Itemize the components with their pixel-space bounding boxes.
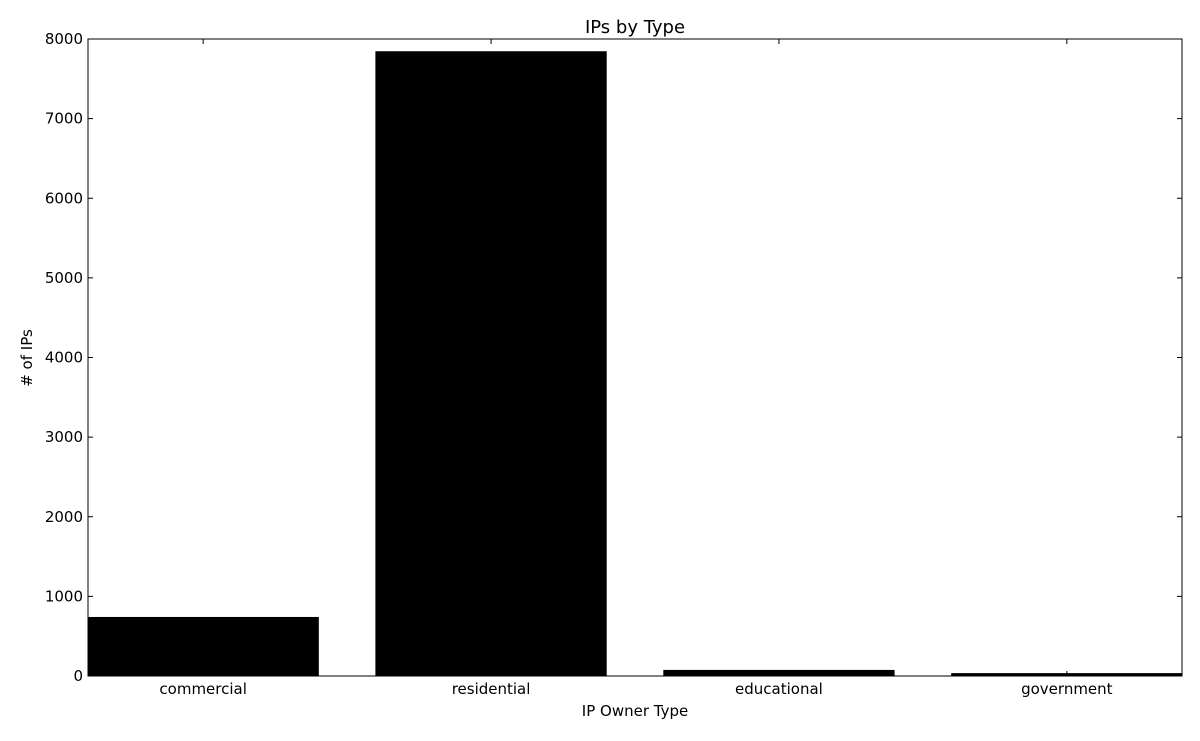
y-tick-label-7000: 7000 [45, 110, 83, 128]
x-tick-label-residential: residential [452, 680, 531, 698]
y-tick-label-3000: 3000 [45, 428, 83, 446]
bars-group [87, 51, 1183, 677]
x-tick-label-commercial: commercial [159, 680, 247, 698]
x-axis-title: IP Owner Type [582, 702, 688, 720]
y-tick-label-1000: 1000 [45, 587, 83, 605]
y-tick-label-6000: 6000 [45, 189, 83, 207]
bar-commercial [87, 616, 319, 677]
bar-residential [375, 51, 607, 677]
axes-group: 0 1000 2000 3000 4000 5000 6000 7000 8000 commerc… [45, 30, 1183, 698]
y-tick-label-2000: 2000 [45, 508, 83, 526]
x-tick-label-educational: educational [735, 680, 823, 698]
y-axis-title: # of IPs [18, 329, 36, 387]
y-tick-label-5000: 5000 [45, 269, 83, 287]
plot-frame [87, 38, 1183, 677]
x-tick-label-government: government [1021, 680, 1113, 698]
y-tick-label-8000: 8000 [45, 30, 83, 48]
y-tick-label-4000: 4000 [45, 349, 83, 367]
chart-title: IPs by Type [585, 17, 685, 38]
y-tick-label-0: 0 [73, 667, 83, 685]
